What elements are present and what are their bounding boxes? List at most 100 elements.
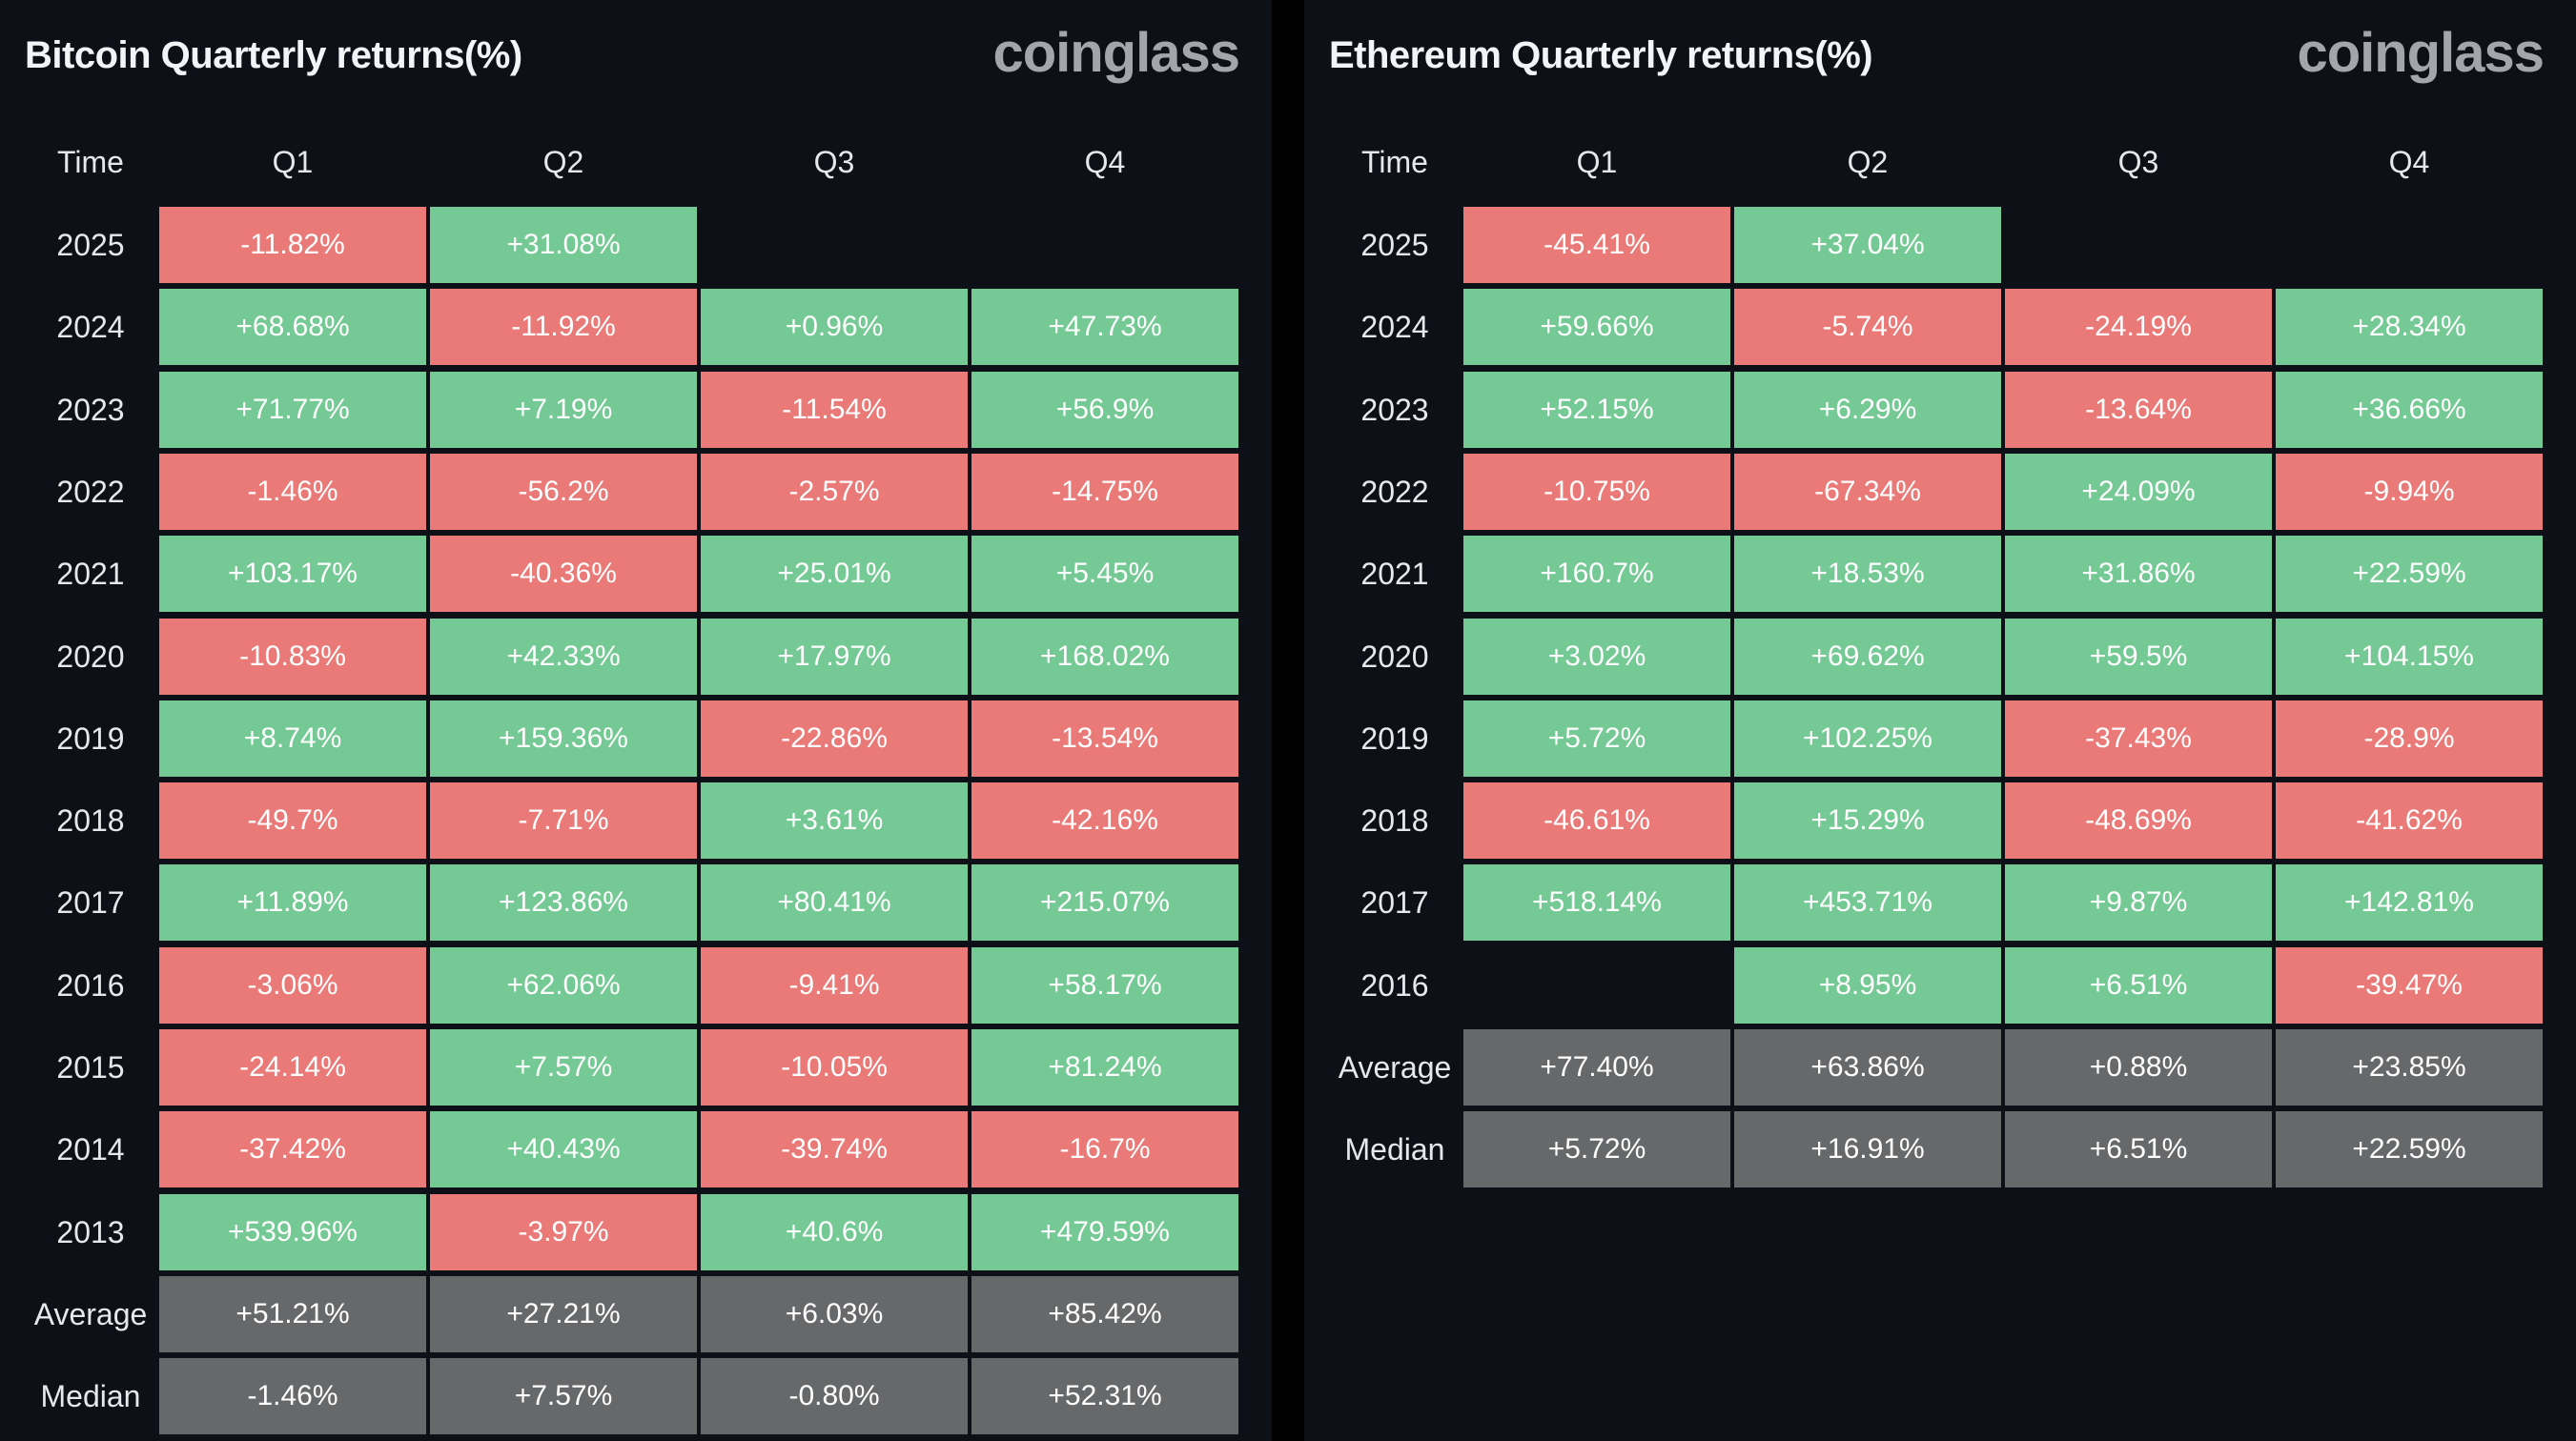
return-cell: +24.09%: [2005, 453, 2272, 530]
return-cell: +7.57%: [430, 1029, 697, 1106]
return-cell: +215.07%: [971, 864, 1238, 942]
return-cell: +142.81%: [2276, 864, 2543, 942]
return-cell: -3.06%: [159, 946, 426, 1024]
summary-cell: +16.91%: [1734, 1111, 2001, 1188]
return-cell: -42.16%: [971, 782, 1238, 860]
return-cell: -2.57%: [701, 453, 968, 530]
return-cell: +36.66%: [2276, 371, 2543, 448]
return-cell: +103.17%: [159, 536, 426, 613]
return-cell: -11.92%: [430, 289, 697, 366]
return-cell: +6.51%: [2005, 946, 2272, 1024]
return-cell: +6.29%: [1734, 371, 2001, 448]
summary-cell: +0.88%: [2005, 1029, 2272, 1106]
return-cell: +28.34%: [2276, 289, 2543, 366]
return-cell: -46.61%: [1463, 782, 1730, 860]
coinglass-logo: coinglass: [992, 22, 1240, 84]
summary-cell: +63.86%: [1734, 1029, 2001, 1106]
row-label: 2016: [1360, 967, 1429, 1003]
return-cell: -45.41%: [1463, 207, 1730, 283]
return-cell: +40.43%: [430, 1111, 697, 1188]
return-cell: +15.29%: [1734, 782, 2001, 860]
row-label: 2015: [56, 1050, 125, 1085]
return-cell: -3.97%: [430, 1193, 697, 1270]
return-cell: +104.15%: [2276, 618, 2543, 695]
return-cell: +159.36%: [430, 700, 697, 777]
row-label: 2018: [56, 803, 125, 839]
return-cell: +37.04%: [1734, 207, 2001, 283]
return-cell: -9.41%: [701, 946, 968, 1024]
row-label: 2024: [56, 310, 125, 345]
return-cell: -10.83%: [159, 618, 426, 695]
summary-cell: +6.51%: [2005, 1111, 2272, 1188]
return-cell: -37.43%: [2005, 700, 2272, 777]
return-cell: +8.74%: [159, 700, 426, 777]
return-cell: -11.54%: [701, 371, 968, 448]
return-cell: +42.33%: [430, 618, 697, 695]
ethereum-panel: Ethereum Quarterly returns(%) coinglass …: [1304, 0, 2576, 1441]
return-cell: +5.45%: [971, 536, 1238, 613]
bitcoin-panel: Bitcoin Quarterly returns(%) coinglass T…: [0, 0, 1272, 1441]
summary-cell: +52.31%: [971, 1358, 1238, 1435]
column-header: Q2: [1847, 145, 1889, 179]
return-cell: +31.86%: [2005, 536, 2272, 613]
return-cell: -7.71%: [430, 782, 697, 860]
return-cell: +539.96%: [159, 1193, 426, 1270]
row-label: 2017: [1360, 885, 1429, 921]
return-cell: -67.34%: [1734, 453, 2001, 530]
summary-cell: +6.03%: [701, 1275, 968, 1352]
return-cell: +8.95%: [1734, 946, 2001, 1024]
row-label: 2023: [56, 392, 125, 427]
return-cell: -24.19%: [2005, 289, 2272, 366]
return-cell: +3.61%: [701, 782, 968, 860]
row-label: 2025: [1360, 228, 1429, 262]
return-cell: -28.9%: [2276, 700, 2543, 777]
column-header: Time: [1361, 145, 1428, 179]
row-label: 2021: [1360, 557, 1429, 592]
row-label: Median: [1344, 1132, 1445, 1167]
return-cell: +62.06%: [430, 946, 697, 1024]
return-cell: +31.08%: [430, 207, 697, 283]
column-header: Q1: [272, 145, 314, 179]
summary-cell: +22.59%: [2276, 1111, 2543, 1188]
column-header: Q4: [1084, 145, 1126, 179]
return-cell: +69.62%: [1734, 618, 2001, 695]
return-cell: +40.6%: [701, 1193, 968, 1270]
return-cell: +17.97%: [701, 618, 968, 695]
row-label: 2025: [56, 228, 125, 262]
row-label: 2017: [56, 885, 125, 921]
return-cell: -9.94%: [2276, 453, 2543, 530]
row-label: 2014: [56, 1132, 125, 1167]
return-cell: +80.41%: [701, 864, 968, 942]
return-cell: -13.54%: [971, 700, 1238, 777]
return-cell: +453.71%: [1734, 864, 2001, 942]
return-cell: +102.25%: [1734, 700, 2001, 777]
return-cell: +3.02%: [1463, 618, 1730, 695]
return-cell: +68.68%: [159, 289, 426, 366]
return-cell: +18.53%: [1734, 536, 2001, 613]
return-cell: -10.75%: [1463, 453, 1730, 530]
return-cell: +0.96%: [701, 289, 968, 366]
return-cell: +52.15%: [1463, 371, 1730, 448]
row-label: 2024: [1360, 310, 1429, 345]
row-label: 2013: [56, 1214, 125, 1249]
return-cell: +71.77%: [159, 371, 426, 448]
row-label: 2018: [1360, 803, 1429, 839]
column-header: Time: [57, 145, 124, 179]
summary-cell: +7.57%: [430, 1358, 697, 1435]
row-label: Median: [40, 1379, 141, 1414]
return-cell: +11.89%: [159, 864, 426, 942]
return-cell: -56.2%: [430, 453, 697, 530]
summary-cell: -0.80%: [701, 1358, 968, 1435]
return-cell: -13.64%: [2005, 371, 2272, 448]
return-cell: +7.19%: [430, 371, 697, 448]
row-label: 2019: [56, 720, 125, 756]
return-cell: +59.66%: [1463, 289, 1730, 366]
return-cell: +25.01%: [701, 536, 968, 613]
return-cell: -24.14%: [159, 1029, 426, 1106]
return-cell: -41.62%: [2276, 782, 2543, 860]
panel-title: Ethereum Quarterly returns(%): [1329, 34, 1873, 76]
row-label: 2019: [1360, 720, 1429, 756]
column-header: Q4: [2388, 145, 2430, 179]
row-label: 2020: [1360, 639, 1429, 674]
summary-cell: -1.46%: [159, 1358, 426, 1435]
